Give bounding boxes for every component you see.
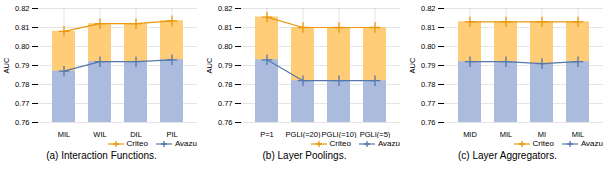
svg-text:0.79: 0.79: [218, 61, 233, 70]
html-text:Criteo: Criteo: [532, 139, 554, 148]
svg-text:0.77: 0.77: [15, 99, 30, 108]
svg-text:0.81: 0.81: [218, 23, 233, 32]
svg-text:0.78: 0.78: [15, 80, 30, 89]
svg-text:MIL: MIL: [58, 130, 71, 138]
html-text:(a) Interaction Functions.: (a) Interaction Functions.: [46, 150, 157, 161]
html-text:Avazu: Avazu: [580, 139, 603, 148]
svg-text:PGLI(=10): PGLI(=10): [322, 130, 357, 138]
svg-text:0.77: 0.77: [218, 99, 233, 108]
html-text:(c) Layer Aggregators.: (c) Layer Aggregators.: [458, 150, 557, 161]
html-text:Criteo: Criteo: [329, 139, 351, 148]
svg-text:PIL: PIL: [166, 130, 177, 138]
svg-text:0.77: 0.77: [421, 99, 436, 108]
html-text:Avazu: Avazu: [174, 139, 197, 148]
html-text:Avazu: Avazu: [377, 139, 400, 148]
svg-text:0.80: 0.80: [15, 42, 30, 51]
svg-text:DIL: DIL: [130, 130, 142, 138]
svg-text:AUC: AUC: [2, 57, 11, 73]
html-text:Criteo: Criteo: [126, 139, 148, 148]
svg-text:0.79: 0.79: [15, 61, 30, 70]
svg-text:0.82: 0.82: [15, 4, 30, 13]
svg-text:0.82: 0.82: [421, 4, 436, 13]
svg-text:0.76: 0.76: [421, 118, 436, 127]
svg-text:0.81: 0.81: [421, 23, 436, 32]
svg-text:0.76: 0.76: [15, 118, 30, 127]
svg-text:PGLI(=20): PGLI(=20): [286, 130, 321, 138]
svg-text:MIL: MIL: [572, 130, 585, 138]
svg-text:WIL: WIL: [93, 130, 106, 138]
svg-text:AUC: AUC: [205, 57, 214, 73]
html-text:(b) Layer Poolings.: (b) Layer Poolings.: [262, 150, 347, 161]
svg-text:0.79: 0.79: [421, 61, 436, 70]
svg-text:AUC: AUC: [408, 57, 417, 73]
svg-text:MID: MID: [463, 130, 477, 138]
svg-text:PGLI(=5): PGLI(=5): [360, 130, 391, 138]
svg-text:0.81: 0.81: [15, 23, 30, 32]
svg-text:0.78: 0.78: [218, 80, 233, 89]
svg-text:P=1: P=1: [260, 130, 274, 138]
svg-text:MI: MI: [538, 130, 546, 138]
svg-text:0.80: 0.80: [421, 42, 436, 51]
svg-text:0.82: 0.82: [218, 4, 233, 13]
svg-text:0.78: 0.78: [421, 80, 436, 89]
svg-text:0.80: 0.80: [218, 42, 233, 51]
svg-text:MIL: MIL: [500, 130, 513, 138]
svg-text:0.76: 0.76: [218, 118, 233, 127]
